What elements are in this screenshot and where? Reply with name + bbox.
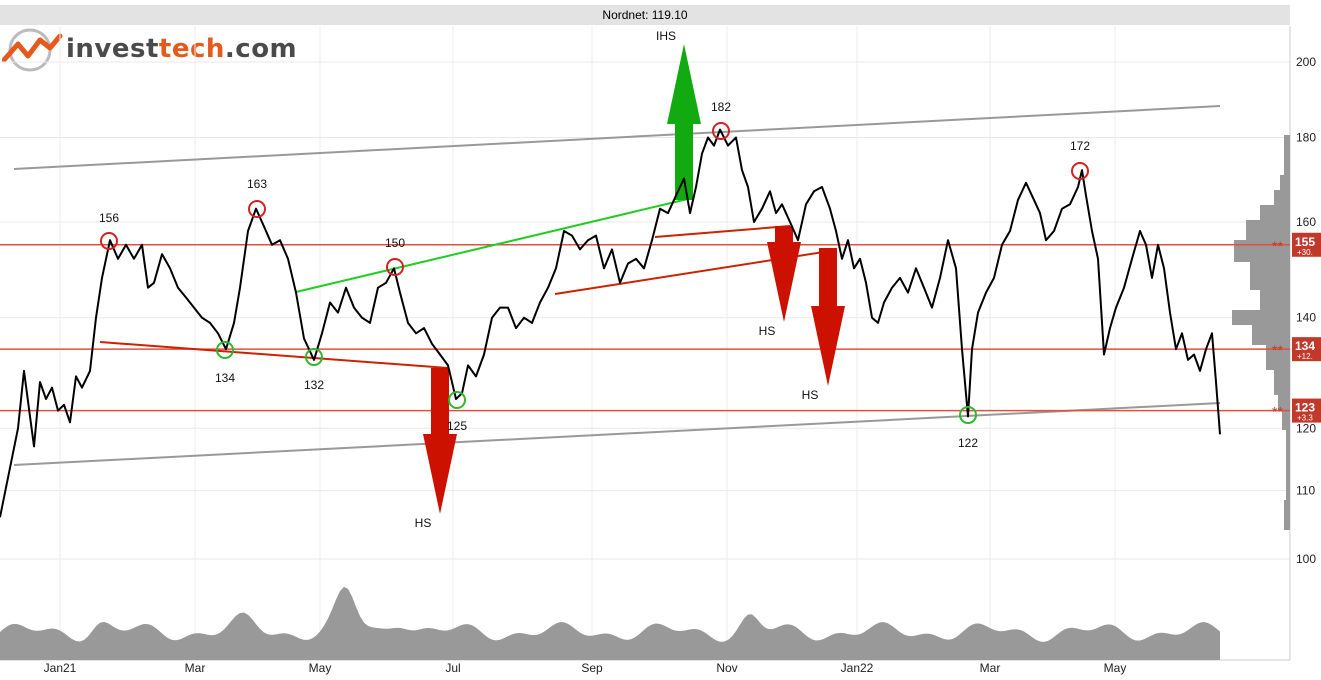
x-axis: Jan21 Mar May Jul Sep Nov Jan22 Mar May — [44, 661, 1127, 675]
y-tick-label: 140 — [1296, 311, 1316, 325]
level-badge-value: 155 — [1295, 235, 1315, 249]
price-label: 172 — [1070, 139, 1090, 153]
chart-grid — [0, 26, 1291, 661]
pattern-target-arrows: IHS HS HS HS — [415, 29, 845, 530]
logo-icon — [2, 28, 63, 72]
price-line — [0, 128, 1221, 518]
pattern-trendlines — [99, 197, 831, 369]
volume-profile-bar — [1232, 310, 1290, 325]
y-tick-label: 180 — [1296, 131, 1316, 145]
top-marker — [386, 258, 404, 276]
y-axis: 200 180 160 140 110 100 120 — [1296, 55, 1316, 566]
price-label: 122 — [958, 436, 978, 450]
hs-target-arrow — [423, 368, 457, 514]
level-badge-change: +3.3 — [1297, 414, 1313, 423]
x-tick-label: Mar — [185, 661, 206, 675]
chart-title: Nordnet: 119.10 — [602, 8, 688, 22]
volume-profile-bar — [1246, 220, 1290, 240]
level-marker: ** — [1272, 342, 1283, 358]
price-label: 156 — [99, 211, 119, 225]
x-tick-label: Mar — [980, 661, 1001, 675]
x-tick-label: May — [1104, 661, 1127, 675]
y-tick-label: 110 — [1296, 484, 1315, 498]
y-tick-label: 120 — [1296, 421, 1316, 435]
top-marker — [100, 232, 118, 250]
level-badge-change: +12. — [1297, 352, 1313, 361]
top-marker — [712, 122, 730, 140]
volume-profile-bar — [1260, 205, 1290, 220]
volume-profile-bar — [1274, 190, 1290, 205]
top-marker — [1071, 162, 1089, 180]
pattern-label: HS — [759, 324, 776, 338]
top-marker — [248, 200, 266, 218]
logo-text: investtech.com — [66, 34, 297, 64]
volume-profile-bar — [1282, 410, 1290, 430]
trend-channel-lines — [13, 105, 1221, 466]
level-badges: ** 155+30. ** 134+12. ** 123+3.3 — [1272, 232, 1321, 423]
volume-shape — [0, 586, 1220, 660]
volume-profile-bar — [1260, 290, 1290, 310]
x-tick-label: Nov — [716, 661, 737, 675]
volume-profile-bar — [1284, 135, 1290, 175]
x-tick-label: Jul — [445, 661, 460, 675]
level-badge — [1292, 398, 1321, 423]
channel-upper-line — [13, 105, 1221, 170]
hs-neckline-1 — [99, 341, 449, 369]
price-label: 134 — [215, 371, 235, 385]
volume-profile-bar — [1278, 395, 1290, 410]
level-marker: ** — [1272, 238, 1283, 254]
bottom-marker — [959, 406, 977, 424]
volume-profile-bar — [1280, 175, 1290, 190]
level-marker: ** — [1272, 404, 1283, 420]
x-tick-label: Jan21 — [44, 661, 77, 675]
investtech-logo[interactable]: investtech.com — [0, 26, 297, 74]
channel-lower-line — [13, 402, 1221, 466]
x-tick-label: Sep — [581, 661, 603, 675]
y-tick-label: 100 — [1296, 552, 1316, 566]
volume-profile-bar — [1250, 262, 1290, 290]
price-label: 125 — [447, 419, 467, 433]
price-label: 163 — [247, 177, 267, 191]
hs-target-arrow — [767, 226, 801, 322]
y-tick-label: 160 — [1296, 215, 1316, 229]
pattern-label: HS — [415, 516, 432, 530]
volume-profile-bar — [1284, 500, 1290, 530]
support-resistance-levels — [0, 244, 1290, 412]
logo-text-tech: tech — [158, 34, 225, 64]
pattern-label: HS — [802, 388, 819, 402]
level-badge-change: +30. — [1297, 248, 1313, 257]
bottom-marker — [216, 341, 234, 359]
ihs-neckline — [295, 197, 693, 293]
price-label: 150 — [385, 236, 405, 250]
logo-text-invest: invest — [66, 34, 159, 64]
ihs-target-arrow — [667, 44, 701, 200]
level-badge — [1292, 337, 1321, 362]
top-bottom-markers: 156 163 150 182 172 134 132 125 122 — [99, 100, 1090, 450]
logo-text-domain: .com — [224, 34, 298, 64]
price-series — [0, 128, 1221, 518]
level-badge-value: 123 — [1295, 401, 1315, 415]
hs-neckline-2 — [654, 225, 791, 238]
volume-profile — [1232, 135, 1290, 530]
volume-area — [0, 586, 1220, 660]
y-tick-label: 200 — [1296, 55, 1316, 69]
bottom-marker — [305, 348, 323, 366]
price-label: 132 — [304, 378, 324, 392]
volume-profile-bar — [1286, 430, 1290, 500]
volume-profile-bar — [1274, 370, 1290, 395]
pattern-label: IHS — [656, 29, 676, 43]
bottom-marker — [448, 391, 466, 409]
x-tick-label: Jan22 — [841, 661, 874, 675]
price-label: 182 — [711, 100, 731, 114]
hs-target-arrow — [811, 248, 845, 386]
level-badge-value: 134 — [1295, 339, 1315, 353]
volume-profile-bar — [1252, 325, 1290, 345]
x-tick-label: May — [309, 661, 332, 675]
level-badge — [1292, 232, 1321, 257]
chart-title-bar: Nordnet: 119.10 — [0, 5, 1290, 25]
